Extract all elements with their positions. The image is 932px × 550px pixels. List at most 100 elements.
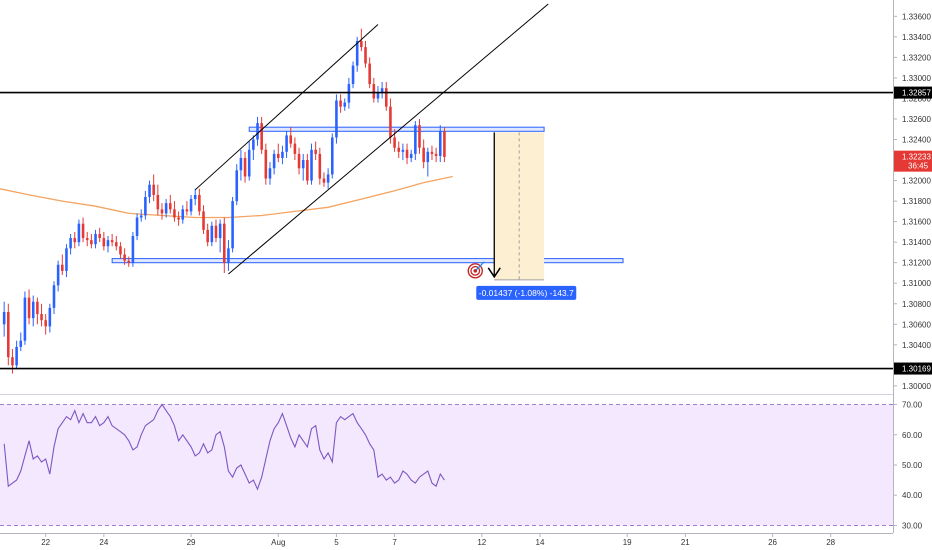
- candle-body: [335, 100, 338, 138]
- candle: [310, 143, 313, 185]
- candle: [260, 116, 263, 154]
- candle-body: [376, 92, 380, 99]
- candle: [81, 217, 85, 243]
- candle-body: [306, 160, 309, 181]
- candle: [306, 153, 309, 185]
- candle: [61, 254, 64, 276]
- rsi-tick-label: 70.00: [902, 401, 923, 410]
- candle-body: [40, 314, 43, 321]
- level-tag-text: 1.32857: [902, 89, 931, 98]
- candle-body: [144, 197, 147, 216]
- candle: [409, 149, 413, 163]
- time-tick-label: 21: [681, 538, 690, 547]
- candle: [152, 174, 155, 202]
- candle-body: [48, 307, 52, 327]
- candle: [23, 291, 27, 345]
- rsi-pane[interactable]: [0, 403, 893, 526]
- candles: [2, 28, 446, 374]
- time-tick-label: 7: [392, 538, 397, 547]
- candle-body: [94, 233, 97, 245]
- candle: [239, 149, 243, 181]
- forecast-arrow-head: [487, 267, 501, 279]
- rsi-tick-label: 50.00: [902, 461, 923, 470]
- candle: [48, 303, 52, 333]
- candle: [144, 190, 147, 220]
- candle: [364, 40, 367, 68]
- candle: [372, 77, 376, 103]
- zone-2: [111, 258, 624, 264]
- price-tick-label: 1.33600: [902, 12, 931, 21]
- candle: [434, 147, 438, 163]
- candle: [264, 143, 268, 185]
- candle-body: [231, 201, 234, 249]
- current-price-tag: [894, 150, 932, 172]
- candle-body: [102, 238, 106, 247]
- candle-body: [11, 357, 14, 366]
- candle: [85, 231, 89, 247]
- candle: [243, 151, 247, 183]
- candle: [256, 116, 259, 146]
- candle-body: [326, 174, 330, 183]
- candle-body: [135, 217, 139, 237]
- price-pane[interactable]: -0.01437 (-1.08%) -143.7: [0, 3, 893, 374]
- rsi-axis[interactable]: 70.00 60.00 50.00 40.00 30.00: [893, 401, 923, 531]
- level-tag-text: 1.30169: [902, 365, 931, 374]
- candle: [218, 219, 222, 253]
- price-tick-label: 1.32400: [902, 136, 931, 145]
- candle: [44, 314, 47, 335]
- candle: [297, 147, 301, 175]
- price-tick-label: 1.31400: [902, 238, 931, 247]
- channel-trendlines[interactable]: [194, 3, 549, 275]
- candle-body: [351, 65, 355, 85]
- candle-body: [164, 203, 168, 214]
- candle: [198, 188, 201, 216]
- horizontal-levels[interactable]: [0, 91, 893, 370]
- candle: [19, 332, 23, 351]
- candle: [185, 201, 189, 216]
- candle: [131, 231, 135, 267]
- candle: [326, 168, 330, 189]
- candle-body: [235, 170, 239, 202]
- candle: [247, 141, 251, 181]
- candle-body: [90, 240, 93, 245]
- candle-body: [443, 131, 446, 157]
- candle: [173, 201, 176, 222]
- time-tick-label: 5: [334, 538, 339, 547]
- candle: [36, 297, 39, 325]
- candle-body: [372, 84, 376, 99]
- candle: [177, 211, 180, 226]
- time-tick-label: 14: [536, 538, 545, 547]
- time-tick-label: 12: [477, 538, 486, 547]
- candle: [343, 98, 347, 111]
- candle-body: [339, 100, 342, 107]
- candle: [65, 244, 68, 278]
- candle: [368, 57, 371, 89]
- candle-body: [276, 153, 280, 158]
- candle-body: [214, 225, 218, 239]
- candle-body: [31, 301, 35, 319]
- time-axis[interactable]: 22 24 29 Aug 5 7 12 14 19 21 26 28: [41, 533, 836, 547]
- candle-body: [293, 143, 297, 154]
- target-icon: [467, 261, 485, 279]
- time-tick-label: 26: [768, 538, 777, 547]
- candle: [119, 242, 122, 259]
- candle: [268, 162, 272, 185]
- candle: [123, 248, 126, 265]
- candle: [301, 153, 305, 181]
- candle-body: [85, 238, 89, 241]
- candle: [318, 147, 322, 185]
- candle: [384, 82, 388, 111]
- rsi-tick-label: 60.00: [902, 431, 923, 440]
- candle: [98, 227, 101, 243]
- rsi-tick-label: 30.00: [902, 521, 923, 530]
- target-dart: [475, 261, 485, 271]
- forecast-label: -0.01437 (-1.08%) -143.7: [476, 285, 577, 300]
- candle-body: [272, 153, 276, 169]
- candle-body: [281, 151, 284, 158]
- candle: [206, 223, 209, 247]
- candle-body: [314, 149, 317, 154]
- candle-body: [247, 149, 251, 177]
- candle: [380, 82, 384, 99]
